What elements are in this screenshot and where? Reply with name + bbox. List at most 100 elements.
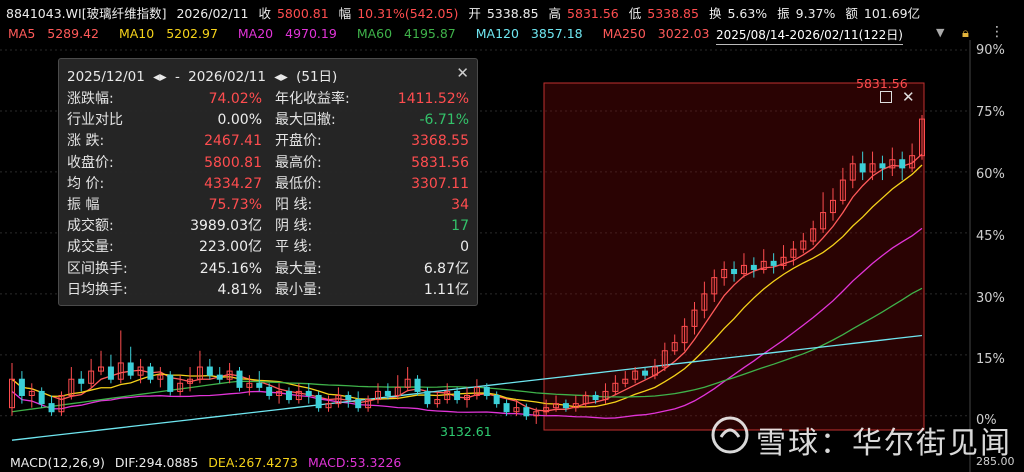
candle-body [731,268,738,275]
candle-body [48,403,55,413]
range-end-stepper-icon[interactable]: ◂▸ [274,69,288,85]
range-start[interactable]: 2025/12/01 [67,69,145,85]
stat-key: 日均换手: [67,281,128,298]
y-tick-285: 285.00 [976,455,1015,468]
turnover-label: 换 [708,6,722,21]
candle-body [365,399,372,409]
candle-body [780,256,787,266]
candle-body [661,350,668,368]
stat-row-right-6: 阴 线: 17 [275,216,469,236]
candle-body [711,277,718,295]
chevron-down-icon[interactable]: ▼ [936,26,945,39]
maximize-icon[interactable] [880,91,892,103]
quote-bar: 8841043.WI[玻璃纤维指数] 2026/02/11 收 5800.81 幅… [6,3,926,22]
stat-value: 223.00亿 [199,239,262,256]
close-label: 收 [258,6,271,21]
change-label: 幅 [338,6,352,21]
low-value: 5338.85 [647,6,699,21]
candle-body [839,179,846,201]
candle-body [829,199,836,214]
candle-body [384,390,391,396]
change-value: 10.31%(542.05) [357,6,459,21]
stat-row-right-3: 最高价: 5831.56 [275,153,469,173]
y-tick-45: 45% [976,229,1005,244]
more-icon[interactable]: ⋮ [990,24,1005,40]
range-end[interactable]: 2026/02/11 [188,69,266,85]
candle-body [127,362,134,376]
amplitude-value: 9.37% [795,6,836,21]
candle-body [869,163,876,173]
stat-row-left-2: 涨 跌: 2467.41 [67,131,262,151]
macd-legend: MACD(12,26,9) DIF:294.0885 DEA:267.4273 … [10,455,407,470]
candle-body [919,118,925,157]
stat-value: 1.11亿 [423,281,469,298]
candle-body [464,394,470,401]
close-icon[interactable]: ✕ [902,88,915,106]
candle-body [78,378,85,384]
panel-close-icon[interactable]: ✕ [456,64,469,82]
candle-body [18,378,25,396]
macd-title: MACD(12,26,9) [10,455,105,470]
close-value: 5800.81 [276,6,329,21]
stat-value: 0.00% [217,112,262,129]
stat-key: 最大回撤: [275,112,336,129]
stat-key: 最大量: [275,260,322,277]
stat-value: 1411.52% [397,91,469,107]
candle-body [651,366,658,376]
candle-body [38,390,45,405]
stat-row-right-2: 开盘价: 3368.55 [275,131,469,151]
ma250-legend: MA250 3022.03 [602,26,710,41]
candle-body [503,403,510,413]
stat-row-right-9: 最小量: 1.11亿 [275,280,469,300]
candle-body [909,155,916,169]
candle-body [157,374,164,380]
period-low-label: 3132.61 [440,424,492,439]
candle-body [107,366,114,380]
stat-value: 3989.03亿 [190,218,262,235]
stat-key: 振 幅 [67,197,100,213]
candle-body [513,407,520,413]
stat-row-right-0: 年化收益率: 1411.52% [275,89,469,109]
candle-body [602,390,609,401]
kline-chart[interactable] [0,40,1024,472]
range-start-stepper-icon[interactable]: ◂▸ [153,69,167,85]
high-value: 5831.56 [567,6,619,21]
candle-body [424,390,431,405]
macd-dea: DEA:267.4273 [208,455,299,470]
candle-body [770,260,777,266]
ma60-line [11,287,923,413]
date-range-selector[interactable]: 2025/08/14-2026/02/11(122日) [716,26,903,45]
stat-value: 245.16% [199,260,262,277]
candle-body [117,362,124,380]
candle-body [295,390,302,401]
y-tick-90: 90% [976,43,1005,58]
candle-body [226,370,233,380]
candle-body [374,390,381,401]
stat-key: 平 线: [275,239,313,256]
interval-stats-panel: 2025/12/01 ◂▸ - 2026/02/11 ◂▸ (51日) ✕ 涨跌… [58,58,478,306]
lock-icon[interactable]: 🔒︎ [962,26,969,41]
stat-row-right-7: 平 线: 0 [275,237,469,257]
stat-row-right-8: 最大量: 6.87亿 [275,259,469,279]
ma120-legend: MA120 3857.18 [475,26,583,41]
candle-body [147,366,154,380]
candle-body [800,240,807,250]
candle-body [404,378,411,388]
candle-body [533,411,540,417]
stat-key: 涨跌幅: [67,91,114,107]
watermark-text: 雪球：华尔街见闻 [756,426,1012,461]
stat-row-left-9: 日均换手: 4.81% [67,280,262,300]
candle-body [315,394,322,409]
low-label: 低 [628,6,642,21]
high-label: 高 [548,6,562,21]
quote-date: 2026/02/11 [176,6,249,21]
amount-value: 101.69亿 [863,6,921,21]
candle-body [325,403,332,409]
stat-row-right-5: 阳 线: 34 [275,195,469,215]
candle-body [721,268,728,279]
candle-body [642,370,649,376]
ma20-line [11,227,923,419]
stat-row-left-7: 成交量: 223.00亿 [67,237,262,257]
stat-value: 2467.41 [204,133,262,150]
candle-body [592,394,599,401]
